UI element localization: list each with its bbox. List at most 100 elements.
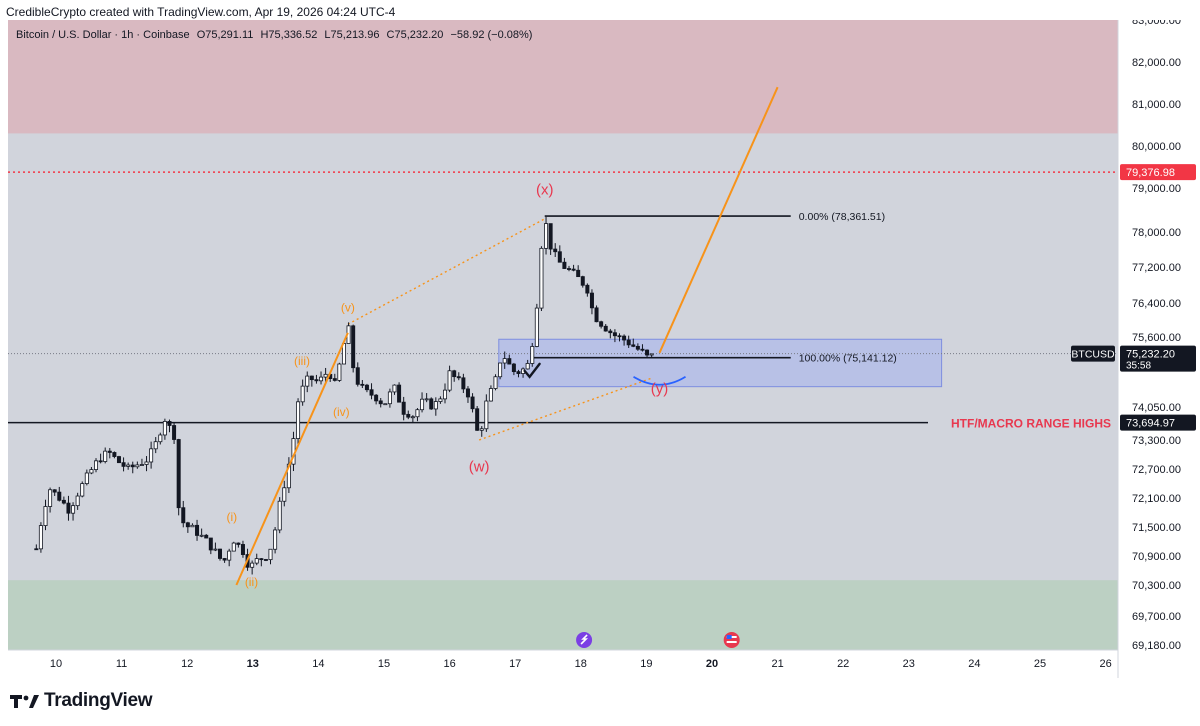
candle-body bbox=[387, 391, 392, 405]
y-tick-label: 70,900.00 bbox=[1132, 551, 1181, 563]
candle-body bbox=[502, 358, 507, 364]
candle-body bbox=[562, 261, 567, 269]
ohlc-change: −58.92 (−0.08%) bbox=[450, 29, 533, 41]
candle-body bbox=[406, 413, 411, 418]
candle-body bbox=[71, 505, 76, 514]
chart-area[interactable]: 83,000.00 82,000.00 81,000.00 80,000.00 79,0… bbox=[8, 20, 1200, 678]
y-tick-label: 73,300.00 bbox=[1132, 435, 1181, 447]
candle-body bbox=[645, 349, 650, 356]
candle-body bbox=[507, 358, 512, 365]
candle-body bbox=[263, 559, 268, 561]
candle-body bbox=[530, 346, 535, 364]
candle-body bbox=[516, 371, 521, 374]
y-tick-label: 71,500.00 bbox=[1132, 522, 1181, 534]
candle-body bbox=[544, 223, 549, 249]
candle-body bbox=[323, 373, 328, 378]
candle-body bbox=[410, 416, 415, 419]
candle-body bbox=[250, 562, 255, 568]
candle-body bbox=[199, 534, 204, 537]
y-tick-label: 83,000.00 bbox=[1132, 20, 1181, 27]
price-chart[interactable]: 83,000.00 82,000.00 81,000.00 80,000.00 79,0… bbox=[8, 20, 1200, 678]
candle-body bbox=[557, 251, 562, 263]
candle-body bbox=[475, 408, 480, 431]
chart-attribution: CredibleCrypto created with TradingView.… bbox=[6, 5, 396, 19]
htf-range-label: HTF/MACRO RANGE HIGHS bbox=[951, 417, 1111, 431]
candle-body bbox=[300, 385, 305, 403]
htf-price-tag: 73,694.97 bbox=[1126, 418, 1175, 430]
y-tick-label: 75,600.00 bbox=[1132, 332, 1181, 344]
x-tick-label: 11 bbox=[116, 658, 127, 670]
red-level-price-tag: 79,376.98 bbox=[1126, 167, 1175, 179]
symbol-tag-bg bbox=[1071, 345, 1115, 362]
candle-body bbox=[525, 363, 530, 370]
candle-body bbox=[599, 321, 604, 327]
candle-body bbox=[392, 384, 397, 393]
orange-dotted-lower bbox=[478, 376, 654, 441]
x-tick-label: 10 bbox=[50, 658, 62, 670]
candle-body bbox=[89, 469, 94, 474]
candle-body bbox=[135, 464, 140, 468]
candle-body bbox=[98, 460, 103, 463]
x-tick-label: 17 bbox=[509, 658, 521, 670]
wave-label: (v) bbox=[341, 301, 355, 315]
candle-body bbox=[94, 460, 99, 470]
candle-body bbox=[420, 398, 425, 411]
candle-body bbox=[447, 370, 452, 391]
footer-branding: TradingView bbox=[10, 690, 153, 712]
candle-body bbox=[374, 394, 379, 402]
wave-label: (iv) bbox=[333, 405, 350, 419]
candle-body bbox=[438, 398, 443, 402]
candle-body bbox=[452, 370, 457, 378]
wave-label: (ii) bbox=[245, 575, 258, 589]
candle-body bbox=[190, 524, 195, 528]
candle-body bbox=[498, 362, 503, 378]
candle-body bbox=[213, 548, 218, 551]
blue-arc-icon bbox=[633, 375, 686, 386]
candle-body bbox=[116, 456, 121, 464]
x-tick-label: 13 bbox=[247, 658, 259, 670]
candle-body bbox=[622, 335, 627, 341]
candle-body bbox=[378, 400, 383, 405]
candle-body bbox=[130, 464, 135, 468]
candle-body bbox=[429, 398, 434, 410]
x-tick-label: 14 bbox=[312, 658, 324, 670]
candle-body bbox=[112, 452, 117, 457]
candle-body bbox=[470, 396, 475, 410]
x-tick-label: 23 bbox=[903, 658, 915, 670]
candle-body bbox=[158, 434, 163, 443]
candle-body bbox=[360, 383, 365, 386]
candle-body bbox=[222, 558, 227, 561]
upper-red-zone bbox=[8, 20, 1118, 134]
candle-body bbox=[369, 389, 374, 396]
candle-body bbox=[195, 524, 200, 536]
fib-level-label: 0.00% (78,361.51) bbox=[799, 211, 885, 223]
orange-projection-line bbox=[658, 86, 779, 354]
candle-body bbox=[461, 377, 466, 390]
lightning-icon bbox=[580, 634, 589, 645]
candle-body bbox=[277, 500, 282, 531]
candle-body bbox=[43, 506, 48, 527]
x-tick-label: 20 bbox=[706, 658, 718, 670]
candle-body bbox=[465, 388, 470, 398]
y-tick-label: 81,000.00 bbox=[1132, 99, 1181, 111]
candle-body bbox=[364, 384, 369, 391]
last-price-tag-bg bbox=[1120, 345, 1196, 372]
candle-body bbox=[534, 307, 539, 347]
candle-body bbox=[236, 542, 241, 545]
candle-body bbox=[231, 542, 236, 552]
x-tick-label: 18 bbox=[575, 658, 587, 670]
symbol-tag: BTCUSD bbox=[1071, 349, 1115, 361]
candle-body bbox=[52, 489, 57, 493]
candle-body bbox=[153, 441, 158, 450]
candle-body bbox=[149, 448, 154, 463]
y-tick-label: 74,050.00 bbox=[1132, 402, 1181, 414]
wave-label: (i) bbox=[226, 510, 237, 524]
candle-body bbox=[355, 367, 360, 385]
candle-body bbox=[144, 461, 149, 465]
candle-body bbox=[603, 325, 608, 332]
candle-body bbox=[612, 332, 617, 337]
fib-level-label: 100.00% (75,141.12) bbox=[799, 353, 897, 365]
x-tick-label: 12 bbox=[181, 658, 193, 670]
us-economic-event-icon bbox=[723, 632, 740, 648]
y-tick-label: 76,400.00 bbox=[1132, 298, 1181, 310]
